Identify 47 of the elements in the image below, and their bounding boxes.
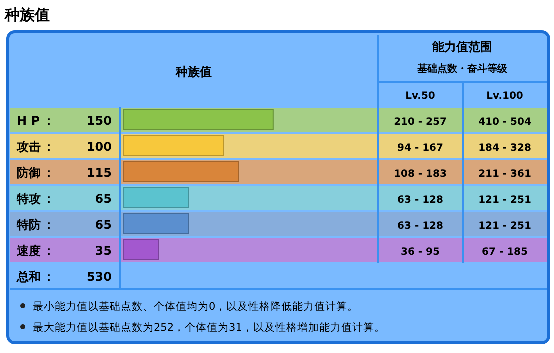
y-tick-label: 攻击 <box>16 140 41 154</box>
text: ： <box>43 114 55 128</box>
text: 530 <box>86 270 112 284</box>
y-tick-label: 特攻 <box>16 192 41 206</box>
data-label: 35 <box>95 244 112 258</box>
text: 63 - 128 <box>398 221 444 232</box>
text: ： <box>43 244 55 258</box>
bar <box>124 110 274 130</box>
text: ： <box>43 140 55 154</box>
text: 能力值范围 <box>432 40 492 54</box>
text: 94 - 167 <box>398 143 444 154</box>
text: ： <box>43 166 55 180</box>
text: 最小能力值以基础点数、个体值均为0，以及性格降低能力值计算。 <box>33 300 359 313</box>
bar <box>124 136 224 156</box>
data-label: 65 <box>95 192 112 206</box>
text: 210 - 257 <box>394 117 447 128</box>
data-label: 65 <box>95 218 112 232</box>
text: ： <box>43 218 55 232</box>
y-tick-label: H P <box>17 114 40 128</box>
text: 184 - 328 <box>478 143 532 154</box>
text: 211 - 361 <box>478 169 532 180</box>
text: 36 - 95 <box>401 247 440 258</box>
text: 121 - 251 <box>478 195 532 206</box>
text: 410 - 504 <box>478 117 532 128</box>
text: 基础点数・奋斗等级 <box>416 63 508 75</box>
data-label: 100 <box>86 140 112 154</box>
text: Lv.50 <box>406 91 436 102</box>
y-tick-label: 防御 <box>17 166 41 180</box>
text: 总和 <box>16 270 41 284</box>
text: 最大能力值以基础点数为252，个体值为31，以及性格增加能力值计算。 <box>33 321 386 334</box>
text: 种族值 <box>175 65 212 79</box>
text: 67 - 185 <box>482 247 528 258</box>
text: 108 - 183 <box>394 169 447 180</box>
y-tick-label: 速度 <box>16 244 41 258</box>
y-tick-label: 特防 <box>16 218 41 232</box>
bar <box>124 162 240 182</box>
text: 121 - 251 <box>478 221 532 232</box>
text: 63 - 128 <box>398 195 444 206</box>
data-label: 150 <box>86 114 112 128</box>
text: ： <box>43 270 55 284</box>
text: ： <box>43 192 55 206</box>
chart-title: 种族值 <box>4 6 50 24</box>
bar <box>124 214 190 234</box>
bar <box>124 240 160 260</box>
bar <box>124 188 190 208</box>
text: Lv.100 <box>486 91 524 102</box>
data-label: 115 <box>86 166 112 180</box>
